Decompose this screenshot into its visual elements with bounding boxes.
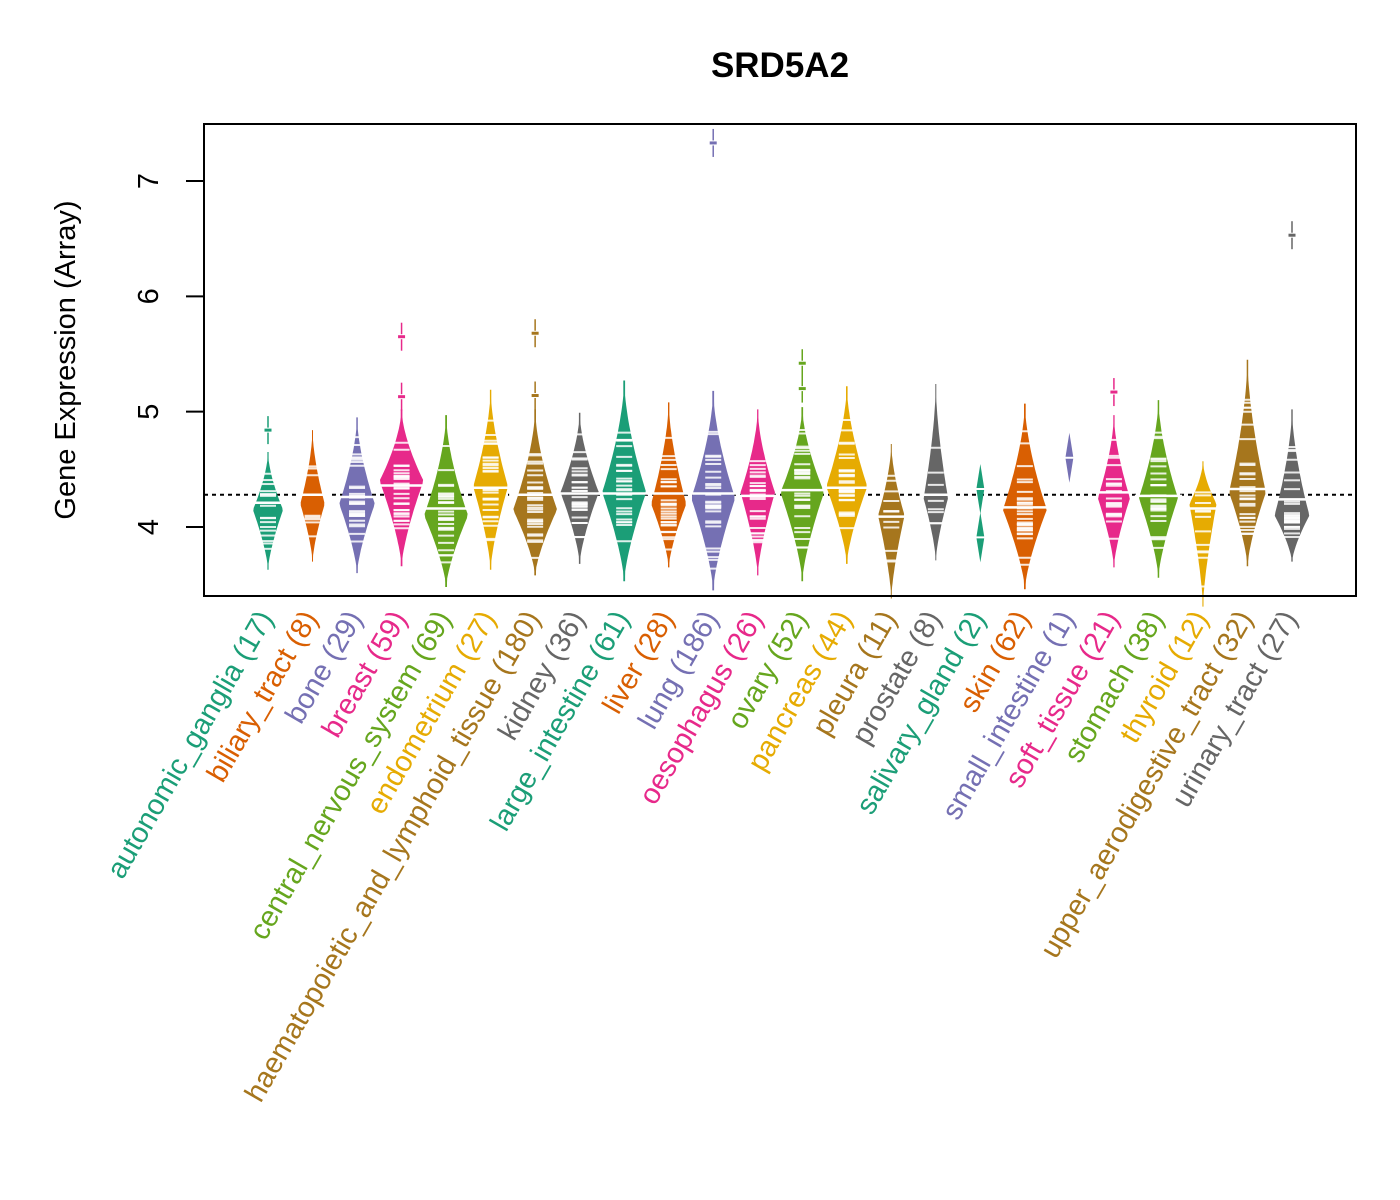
bean-outlier [797,360,807,366]
bean-biliary_tract [296,430,329,562]
bean-outlier [263,427,273,433]
bean-density [253,452,283,570]
bean-density [692,390,735,591]
x-axis-labels: autonomic_ganglia (17)biliary_tract (8)b… [101,606,1304,1108]
y-tick-label: 5 [133,404,165,420]
bean-small_intestine [1061,432,1078,483]
bean-pleura [874,444,909,599]
bean-density [424,415,468,587]
bean-thyroid [1185,461,1221,607]
bean-density [740,409,775,576]
bean-ovary [776,349,829,582]
bean-upper_aerodigestive_tract [1225,359,1270,567]
bean-density [651,402,686,568]
y-tick-label: 6 [133,288,165,304]
bean-breast [375,322,428,567]
bean-pancreas [822,386,872,564]
bean-density [1189,461,1217,607]
plot-frame [203,123,1357,597]
y-axis: 4 5 6 7 [133,173,204,535]
bean-skin [998,403,1051,590]
bean-lung [687,128,740,591]
y-axis-label: Gene Expression (Array) [50,200,82,519]
bean-central_nervous_system [420,415,473,587]
bean-bone [335,417,379,574]
bean-stomach [1134,400,1182,578]
bean-outlier [1287,232,1297,238]
plot-area [204,128,1356,607]
bean-outlier [530,330,540,336]
bean-density [1139,400,1178,578]
bean-endometrium [469,389,513,570]
bean-prostate [919,384,953,561]
bean-density [1274,409,1310,562]
bean-density [1003,403,1047,590]
bean-outlier [708,140,718,146]
chart-title: SRD5A2 [711,46,849,85]
y-tick-label: 4 [133,519,165,535]
bean-outlier [797,386,807,392]
bean-salivary_gland [972,463,989,563]
bean-haematopoietic_and_lymphoid_tissue [509,319,562,576]
bean-oesophagus [736,409,779,576]
bean-urinary_tract [1270,221,1314,562]
bean-density [473,389,508,570]
bean-large_intestine [598,380,651,582]
y-tick-label: 7 [133,173,165,189]
bean-outlier [530,393,540,399]
bean-outlier [397,394,407,400]
bean-kidney [556,412,603,564]
bean-outlier [397,334,407,340]
bean-soft_tissue [1093,378,1134,568]
bean-liver [647,402,691,568]
bean-outlier [1109,389,1119,395]
bean-autonomic_ganglia [248,416,288,570]
